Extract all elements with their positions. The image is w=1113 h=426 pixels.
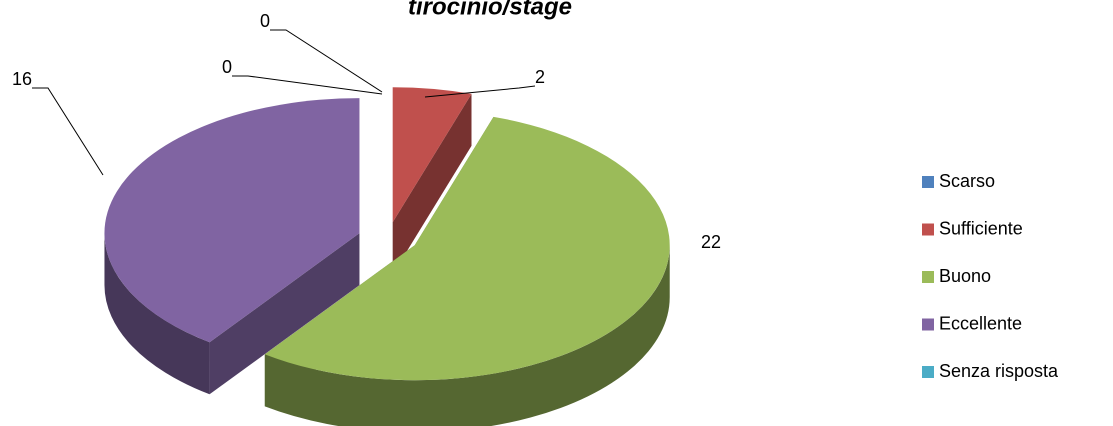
data-label: 22 [701, 232, 721, 252]
leader-line [232, 75, 383, 95]
legend-swatch [922, 176, 934, 188]
legend-label: Scarso [939, 171, 995, 191]
leader-line [270, 29, 383, 93]
legend-swatch [922, 223, 934, 236]
pie-slice-3d [392, 87, 472, 275]
pie-slice [264, 116, 670, 381]
data-label: 0 [260, 11, 270, 31]
slice-side [209, 233, 360, 395]
pie-slice [104, 98, 360, 343]
legend-label: Sufficiente [939, 218, 1023, 238]
data-label: 0 [222, 57, 232, 77]
legend-swatch [922, 366, 934, 378]
leader-line [424, 85, 536, 98]
legend-label: Senza risposta [939, 361, 1059, 381]
chart-title: tirocinio/stage [408, 0, 572, 20]
slice-side [392, 93, 472, 275]
slice-wall [264, 245, 670, 426]
legend-label: Eccellente [939, 313, 1022, 333]
legend-swatch [922, 318, 934, 331]
legend-label: Buono [939, 266, 991, 286]
data-label: 16 [12, 69, 32, 89]
slice-wall [104, 233, 210, 395]
pie-slice [392, 87, 472, 223]
pie-slice-3d [104, 98, 360, 395]
leader-line [32, 87, 104, 176]
pie-slice-3d [264, 116, 670, 426]
legend-swatch [922, 271, 934, 283]
data-label: 2 [535, 67, 545, 87]
